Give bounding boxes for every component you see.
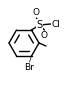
Text: Cl: Cl — [51, 20, 60, 29]
Text: O: O — [33, 8, 40, 17]
Text: Br: Br — [25, 63, 34, 72]
Text: S: S — [36, 20, 43, 30]
Text: O: O — [41, 31, 48, 40]
